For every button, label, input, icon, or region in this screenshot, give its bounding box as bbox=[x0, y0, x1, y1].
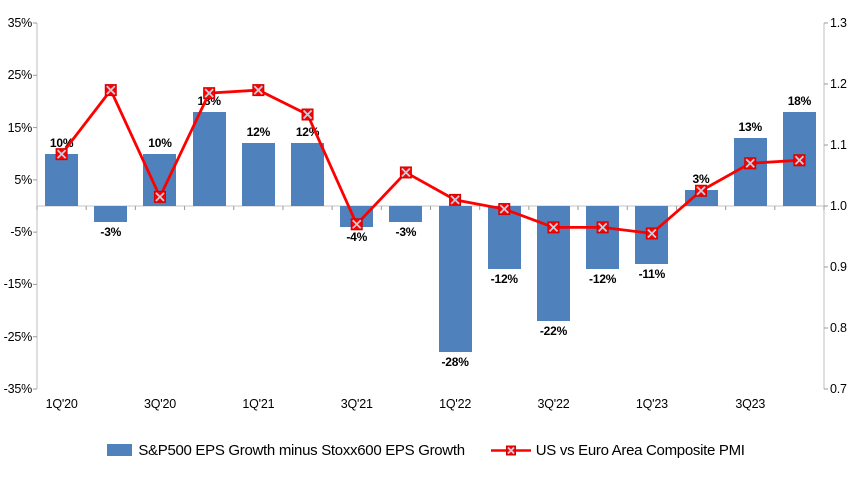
pmi-marker-x-square-icon bbox=[153, 190, 166, 203]
right-axis-label: 1.1 bbox=[830, 138, 847, 152]
x-tick-label: 3Q'20 bbox=[143, 397, 176, 411]
bar-data-label: 12% bbox=[246, 125, 271, 140]
pmi-marker-x-square-icon bbox=[301, 108, 314, 121]
bar-data-label: -4% bbox=[346, 229, 368, 244]
bar bbox=[389, 206, 423, 222]
left-axis-label: -25% bbox=[3, 329, 33, 344]
legend-bar-swatch bbox=[107, 444, 133, 456]
x-tick-label: 1Q'20 bbox=[45, 397, 78, 411]
pmi-marker-x-square-icon bbox=[793, 154, 806, 167]
bar bbox=[586, 206, 620, 269]
left-axis-label: 35% bbox=[7, 16, 33, 30]
pmi-marker-x-square-icon bbox=[449, 193, 462, 206]
x-tick-label: 3Q23 bbox=[735, 397, 766, 411]
x-tick-label: 1Q'22 bbox=[439, 397, 472, 411]
pmi-marker-x-square-icon bbox=[399, 166, 412, 179]
pmi-line bbox=[60, 87, 800, 235]
bar-data-label: -28% bbox=[441, 355, 469, 370]
bar bbox=[291, 143, 325, 206]
legend-line-swatch bbox=[490, 445, 531, 455]
bar-data-label: 13% bbox=[738, 120, 763, 135]
right-axis-label: 0.7 bbox=[830, 382, 847, 396]
pmi-marker-x-square-icon bbox=[55, 148, 68, 161]
bar-data-label: 10% bbox=[148, 135, 172, 150]
pmi-marker-x-square-icon bbox=[744, 157, 757, 170]
x-tick-label: 3Q'21 bbox=[340, 397, 373, 411]
right-axis-label: 0.9 bbox=[830, 260, 847, 274]
bar bbox=[684, 190, 718, 206]
bar-data-label: -12% bbox=[490, 271, 518, 286]
bar bbox=[45, 153, 79, 206]
bar bbox=[733, 138, 767, 206]
bar bbox=[340, 206, 374, 227]
bar-data-label: -22% bbox=[539, 324, 568, 339]
pmi-marker-x-square-icon bbox=[695, 184, 708, 197]
bar bbox=[241, 143, 275, 206]
pmi-marker-x-square-icon bbox=[645, 227, 658, 240]
left-axis-label: -15% bbox=[3, 277, 33, 292]
legend-line-label: US vs Euro Area Composite PMI bbox=[535, 441, 745, 459]
bar-data-label: -3% bbox=[395, 224, 417, 239]
left-axis-label: -5% bbox=[10, 225, 32, 240]
pmi-marker-x-square-icon bbox=[498, 203, 511, 216]
pmi-marker-x-square-icon bbox=[252, 84, 265, 97]
left-axis-label: 5% bbox=[14, 172, 32, 187]
bar bbox=[487, 206, 521, 269]
pmi-marker-x-square-icon bbox=[203, 87, 216, 100]
pmi-marker-x-square-icon bbox=[547, 221, 560, 234]
pmi-marker-x-square-icon bbox=[104, 84, 117, 97]
right-axis-label: 0.8 bbox=[830, 321, 847, 335]
right-axis-label: 1.2 bbox=[830, 77, 847, 91]
legend: S&P500 EPS Growth minus Stoxx600 EPS Gro… bbox=[0, 440, 852, 460]
bar-data-label: -11% bbox=[638, 266, 666, 281]
bar-data-label: 3% bbox=[692, 172, 710, 187]
pmi-marker-x-square-icon bbox=[505, 445, 516, 455]
bar bbox=[438, 206, 472, 353]
x-tick-label: 1Q'21 bbox=[242, 397, 275, 411]
bar-data-label: 18% bbox=[787, 93, 812, 108]
pmi-marker-x-square-icon bbox=[596, 221, 609, 234]
bar-data-label: -12% bbox=[589, 271, 617, 286]
x-tick-label: 1Q'23 bbox=[635, 397, 668, 411]
bar bbox=[192, 111, 226, 206]
legend-bar-label: S&P500 EPS Growth minus Stoxx600 EPS Gro… bbox=[138, 441, 465, 459]
left-axis-label: 25% bbox=[7, 68, 33, 83]
left-axis-label: 15% bbox=[7, 120, 33, 135]
x-tick-label: 3Q'22 bbox=[537, 397, 570, 411]
pmi-marker-x-square-icon bbox=[350, 218, 363, 231]
left-axis-label: -35% bbox=[3, 382, 33, 396]
bar-data-label: -3% bbox=[100, 224, 122, 239]
right-axis-label: 1.3 bbox=[830, 16, 847, 30]
bar bbox=[94, 206, 128, 222]
right-axis-label: 1.0 bbox=[830, 199, 847, 213]
